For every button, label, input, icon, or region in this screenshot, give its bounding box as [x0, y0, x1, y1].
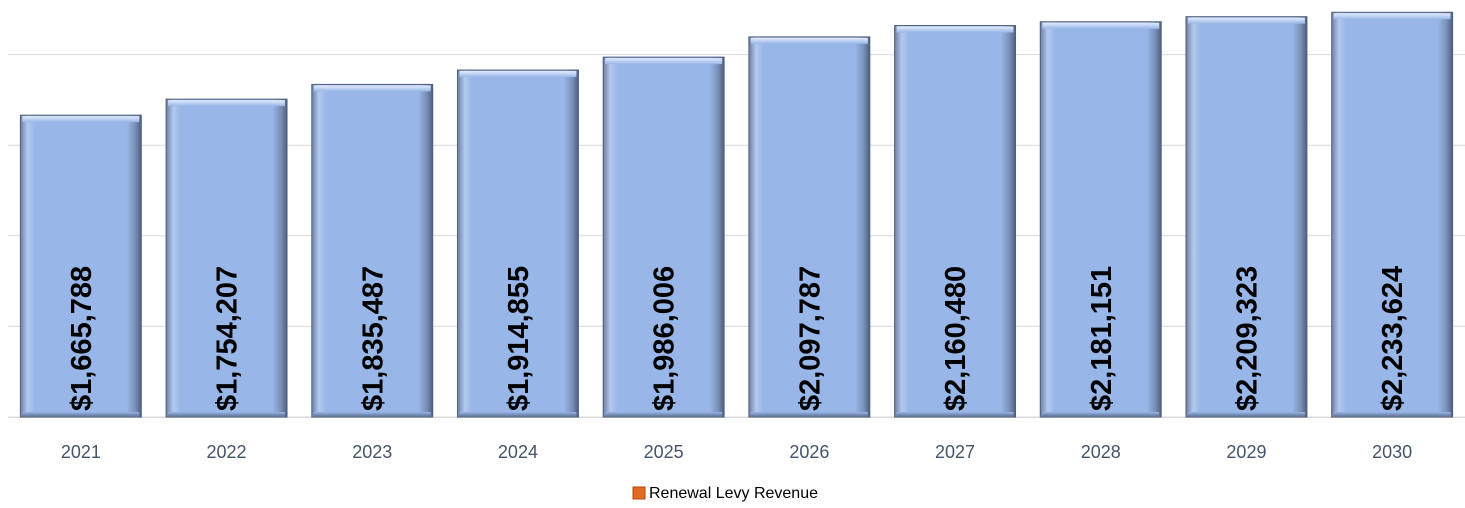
bar-2030 — [1331, 11, 1454, 418]
data-label-2026: $2,097,787 — [794, 266, 826, 411]
bar-top-bevel — [1187, 17, 1305, 24]
bar-2028 — [1039, 21, 1162, 418]
bar-bottom-bevel — [22, 412, 140, 417]
legend-label-renewal-levy-revenue: Renewal Levy Revenue — [649, 485, 818, 502]
bar-bottom-bevel — [605, 412, 723, 417]
data-labels: $1,665,788 $1,754,207 $1,835,487 $1,914,855… — [66, 266, 1409, 411]
bar-2021 — [19, 114, 142, 418]
bar-body — [165, 98, 288, 418]
bar-body — [1331, 11, 1454, 418]
data-label-2027: $2,160,480 — [940, 266, 972, 411]
bar-bottom-bevel — [168, 412, 286, 417]
bar-top-bevel — [1333, 13, 1451, 20]
x-tick-label-2030: 2030 — [1372, 442, 1412, 462]
bar-body — [19, 114, 142, 418]
legend-swatch — [632, 486, 646, 500]
bar-top-bevel — [1042, 22, 1160, 29]
data-label-2030: $2,233,624 — [1377, 266, 1409, 411]
x-tick-label-2029: 2029 — [1226, 442, 1266, 462]
x-tick-label-2028: 2028 — [1081, 442, 1121, 462]
bar-bottom-bevel — [1042, 412, 1160, 417]
x-tick-label-2025: 2025 — [644, 442, 684, 462]
bar-2023 — [311, 83, 434, 418]
x-axis-tick-labels: 2021 2022 2023 2024 2025 2026 2027 2028 2029 2030 — [61, 442, 1412, 462]
x-tick-label-2021: 2021 — [61, 442, 101, 462]
x-tick-label-2024: 2024 — [498, 442, 538, 462]
bar-2029 — [1185, 16, 1308, 418]
bar-top-bevel — [896, 26, 1014, 33]
bar-body — [602, 56, 725, 418]
x-tick-label-2022: 2022 — [207, 442, 247, 462]
x-tick-label-2026: 2026 — [789, 442, 829, 462]
bar-top-bevel — [22, 116, 140, 123]
bar-2027 — [894, 25, 1017, 418]
data-label-2023: $1,835,487 — [357, 266, 389, 411]
bar-body — [748, 36, 871, 418]
bar-bottom-bevel — [313, 412, 431, 417]
bar-top-bevel — [459, 71, 577, 78]
bar-bottom-bevel — [896, 412, 1014, 417]
data-label-2022: $1,754,207 — [212, 266, 244, 411]
data-label-2029: $2,209,323 — [1231, 266, 1263, 411]
bar-2024 — [456, 69, 579, 418]
bar-body — [1039, 21, 1162, 418]
bar-body — [456, 69, 579, 418]
bar-top-bevel — [168, 100, 286, 107]
data-label-2028: $2,181,151 — [1086, 266, 1118, 411]
bar-top-bevel — [750, 37, 868, 44]
bar-bottom-bevel — [459, 412, 577, 417]
bar-2025 — [602, 56, 725, 418]
bars — [19, 11, 1454, 418]
x-tick-label-2027: 2027 — [935, 442, 975, 462]
bar-top-bevel — [313, 85, 431, 92]
bar-body — [1185, 16, 1308, 418]
bar-bottom-bevel — [750, 412, 868, 417]
data-label-2024: $1,914,855 — [503, 266, 535, 411]
data-label-2025: $1,986,006 — [649, 266, 681, 411]
x-tick-label-2023: 2023 — [352, 442, 392, 462]
bar-bottom-bevel — [1333, 412, 1451, 417]
bar-body — [894, 25, 1017, 418]
bar-2026 — [748, 36, 871, 418]
bar-2022 — [165, 98, 288, 418]
legend: Renewal Levy Revenue — [632, 485, 818, 502]
bar-bottom-bevel — [1187, 412, 1305, 417]
data-label-2021: $1,665,788 — [66, 266, 98, 411]
bar-body — [311, 83, 434, 418]
bar-top-bevel — [605, 58, 723, 65]
